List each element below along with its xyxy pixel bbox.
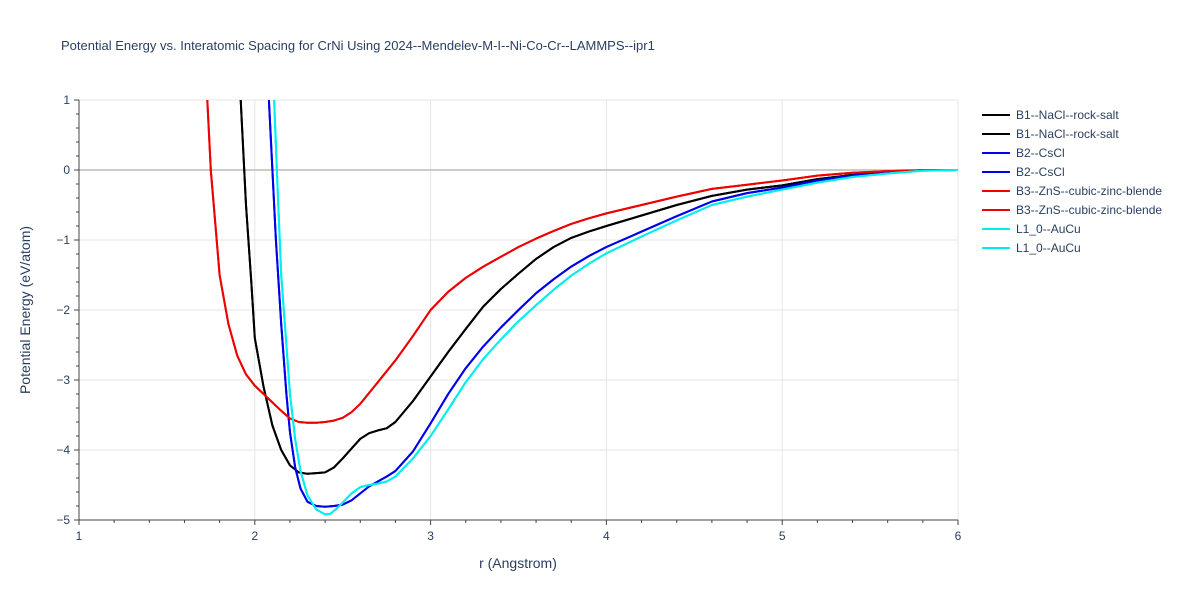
y-tick-label: −5 xyxy=(56,513,70,527)
series-line-7 xyxy=(273,100,958,516)
series-line-3 xyxy=(267,100,958,508)
y-axis-ticks: 1 0 −1 −2 −3 −4 −5 xyxy=(56,93,79,527)
legend-item[interactable]: L1_0--AuCu xyxy=(982,241,1081,255)
series-line-2 xyxy=(239,100,958,475)
x-tick-label: 4 xyxy=(603,529,610,543)
series-line-4 xyxy=(267,100,958,508)
x-tick-label: 1 xyxy=(76,529,83,543)
y-axis-title: Potential Energy (eV/atom) xyxy=(17,226,33,394)
x-tick-label: 6 xyxy=(955,529,962,543)
y-tick-label: −2 xyxy=(56,303,70,317)
x-tick-label: 5 xyxy=(779,529,786,543)
x-axis-ticks: 1 2 3 4 5 6 xyxy=(76,520,962,543)
legend-item[interactable]: L1_0--AuCu xyxy=(982,222,1081,236)
y-tick-label: −1 xyxy=(56,233,70,247)
plot-area xyxy=(206,100,958,516)
series-line-1 xyxy=(239,100,958,475)
series-line-5 xyxy=(206,100,958,424)
x-tick-label: 2 xyxy=(251,529,258,543)
y-tick-label: −3 xyxy=(56,373,70,387)
legend-label: B1--NaCl--rock-salt xyxy=(1016,127,1119,141)
series-group xyxy=(206,100,958,516)
x-axis-title: r (Angstrom) xyxy=(479,555,557,571)
legend-item[interactable]: B1--NaCl--rock-salt xyxy=(982,127,1119,141)
legend-label: B2--CsCl xyxy=(1016,146,1065,160)
legend-label: B3--ZnS--cubic-zinc-blende xyxy=(1016,184,1162,198)
legend-item[interactable]: B2--CsCl xyxy=(982,165,1065,179)
y-tick-label: −4 xyxy=(56,443,70,457)
legend-label: B3--ZnS--cubic-zinc-blende xyxy=(1016,203,1162,217)
legend-label: L1_0--AuCu xyxy=(1016,222,1081,236)
legend-label: B1--NaCl--rock-salt xyxy=(1016,108,1119,122)
y-tick-label: 1 xyxy=(63,93,70,107)
legend-item[interactable]: B1--NaCl--rock-salt xyxy=(982,108,1119,122)
legend-item[interactable]: B2--CsCl xyxy=(982,146,1065,160)
legend-label: L1_0--AuCu xyxy=(1016,241,1081,255)
series-line-8 xyxy=(273,100,958,516)
series-line-6 xyxy=(206,100,958,424)
y-tick-label: 0 xyxy=(63,163,70,177)
legend[interactable]: B1--NaCl--rock-salt B1--NaCl--rock-salt B2… xyxy=(982,108,1162,255)
legend-item[interactable]: B3--ZnS--cubic-zinc-blende xyxy=(982,184,1162,198)
x-tick-label: 3 xyxy=(427,529,434,543)
legend-label: B2--CsCl xyxy=(1016,165,1065,179)
chart-title: Potential Energy vs. Interatomic Spacing… xyxy=(61,38,655,53)
legend-item[interactable]: B3--ZnS--cubic-zinc-blende xyxy=(982,203,1162,217)
